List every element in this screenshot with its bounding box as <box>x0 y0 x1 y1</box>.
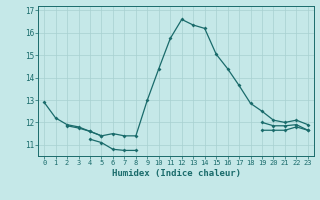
X-axis label: Humidex (Indice chaleur): Humidex (Indice chaleur) <box>111 169 241 178</box>
